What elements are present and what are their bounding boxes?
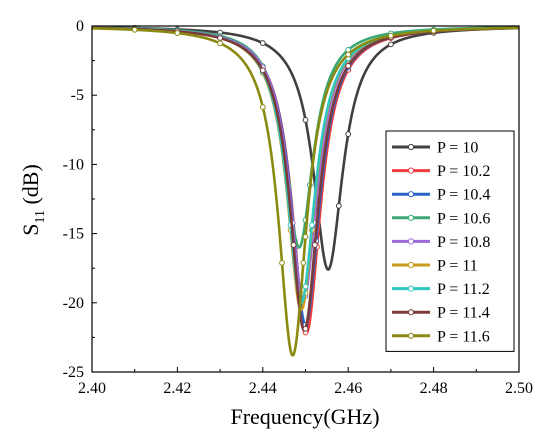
y-tick-label: -25 [63, 364, 84, 381]
series-marker [302, 283, 309, 290]
y-axis-title: S11 (dB) [18, 164, 48, 236]
series-marker [259, 67, 266, 74]
y-axis-title-unit: (dB) [18, 164, 43, 210]
y-tick-label: -5 [71, 87, 84, 104]
x-tick-label: 2.40 [78, 380, 106, 397]
series-marker [259, 40, 266, 46]
legend-item: P = 10.8 [392, 234, 490, 251]
series-marker [300, 259, 307, 266]
legend-label: P = 10 [437, 140, 478, 157]
legend-label: P = 10.8 [437, 234, 490, 251]
series-marker [309, 222, 315, 228]
series-marker [388, 41, 394, 48]
y-tick-label: -15 [63, 226, 84, 243]
legend-item: P = 10 [392, 140, 478, 157]
legend-marker [407, 332, 415, 339]
legend-marker [407, 309, 415, 316]
legend-marker [407, 238, 415, 245]
legend-marker [407, 191, 415, 198]
series-marker [217, 40, 224, 47]
series-marker [345, 63, 352, 69]
x-tick-label: 2.42 [163, 380, 191, 397]
x-tick-label: 2.50 [505, 380, 533, 397]
x-axis-title: Frequency(GHz) [230, 404, 379, 429]
legend-marker [407, 167, 415, 174]
legend-label: P = 11.6 [437, 328, 490, 345]
y-axis-title-subscript: 11 [33, 210, 48, 223]
legend-item: P = 11.6 [392, 328, 490, 345]
legend-marker [407, 261, 415, 269]
series-marker [345, 51, 352, 58]
series-marker [131, 26, 138, 33]
series-marker [335, 202, 342, 209]
series-marker [217, 35, 224, 41]
series-marker [311, 242, 318, 248]
series-marker [279, 259, 285, 266]
legend-label: P = 11 [437, 258, 478, 275]
y-axis-title-main: S [18, 224, 43, 236]
series-marker [302, 325, 309, 332]
legend-item: P = 11.2 [392, 281, 490, 298]
legend-item: P = 10.4 [392, 187, 490, 204]
series-marker [302, 233, 309, 240]
series-marker [302, 117, 309, 123]
series-9 [91, 26, 520, 357]
x-tick-label: 2.46 [334, 380, 362, 397]
series-marker [388, 32, 394, 39]
legend-item: P = 10.6 [392, 210, 490, 227]
legend-label: P = 11.2 [437, 281, 490, 298]
legend-label: P = 11.4 [437, 305, 490, 322]
series-marker [345, 131, 352, 138]
x-tick-label: 2.44 [249, 380, 277, 397]
legend-marker [407, 214, 415, 221]
series-marker [259, 104, 266, 110]
plot-lines [91, 25, 520, 357]
legend-item: P = 11 [392, 258, 478, 275]
axis-ticks: 2.40 2.42 2.44 2.46 2.48 2.50 0 -5 -10 -15 -20 -25 [63, 18, 533, 397]
y-tick-label: -10 [63, 156, 84, 173]
legend-marker [407, 285, 415, 292]
legend-label: P = 10.4 [437, 187, 490, 204]
legend: P = 10 P = 10.2 P = 10.4 P = 10.6 P = 10.8 P … [385, 130, 515, 352]
x-tick-label: 2.48 [420, 380, 448, 397]
series-marker [174, 30, 181, 36]
y-tick-label: 0 [76, 18, 84, 35]
series-marker [290, 242, 297, 248]
legend-label: P = 10.2 [437, 163, 490, 180]
legend-item: P = 10.2 [392, 163, 490, 180]
legend-marker [407, 143, 415, 151]
series-marker [430, 27, 437, 34]
y-tick-label: -20 [63, 295, 84, 312]
legend-item: P = 11.4 [392, 305, 490, 322]
legend-label: P = 10.6 [437, 210, 490, 227]
